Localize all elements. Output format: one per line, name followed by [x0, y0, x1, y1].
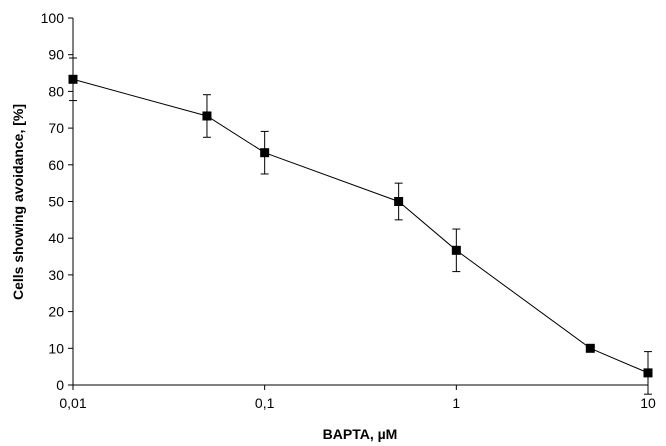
data-point — [260, 148, 270, 158]
y-tick-label: 60 — [48, 157, 64, 173]
y-tick-label: 70 — [48, 120, 64, 136]
y-axis-title: Cells showing avoidance, [%] — [10, 104, 26, 300]
y-tick-label: 90 — [48, 47, 64, 63]
y-tick-label: 80 — [48, 83, 64, 99]
data-point — [643, 368, 653, 378]
data-point — [451, 245, 461, 255]
y-tick-label: 50 — [48, 194, 64, 210]
x-tick-label: 1 — [452, 395, 460, 411]
x-tick-label: 10 — [640, 395, 656, 411]
y-tick-label: 10 — [48, 340, 64, 356]
series-line — [72, 78, 649, 374]
x-tick-label: 0,01 — [59, 395, 86, 411]
y-tick-label: 30 — [48, 267, 64, 283]
data-point — [68, 74, 78, 84]
data-point — [585, 343, 595, 353]
x-tick-label: 0,1 — [255, 395, 275, 411]
data-point — [202, 111, 212, 121]
error-bars — [69, 57, 652, 395]
data-point — [394, 197, 404, 206]
y-tick-label: 20 — [48, 304, 64, 320]
data-points — [68, 74, 653, 378]
y-tick-label: 100 — [41, 10, 65, 26]
x-axis-title: BAPTA, µM — [323, 426, 398, 442]
y-axis-ticks: 0 10 20 30 40 50 60 70 80 90 100 — [41, 10, 73, 393]
y-tick-label: 0 — [56, 377, 64, 393]
x-axis-ticks: 0,01 0,1 1 10 — [59, 385, 656, 411]
y-tick-label: 40 — [48, 230, 64, 246]
